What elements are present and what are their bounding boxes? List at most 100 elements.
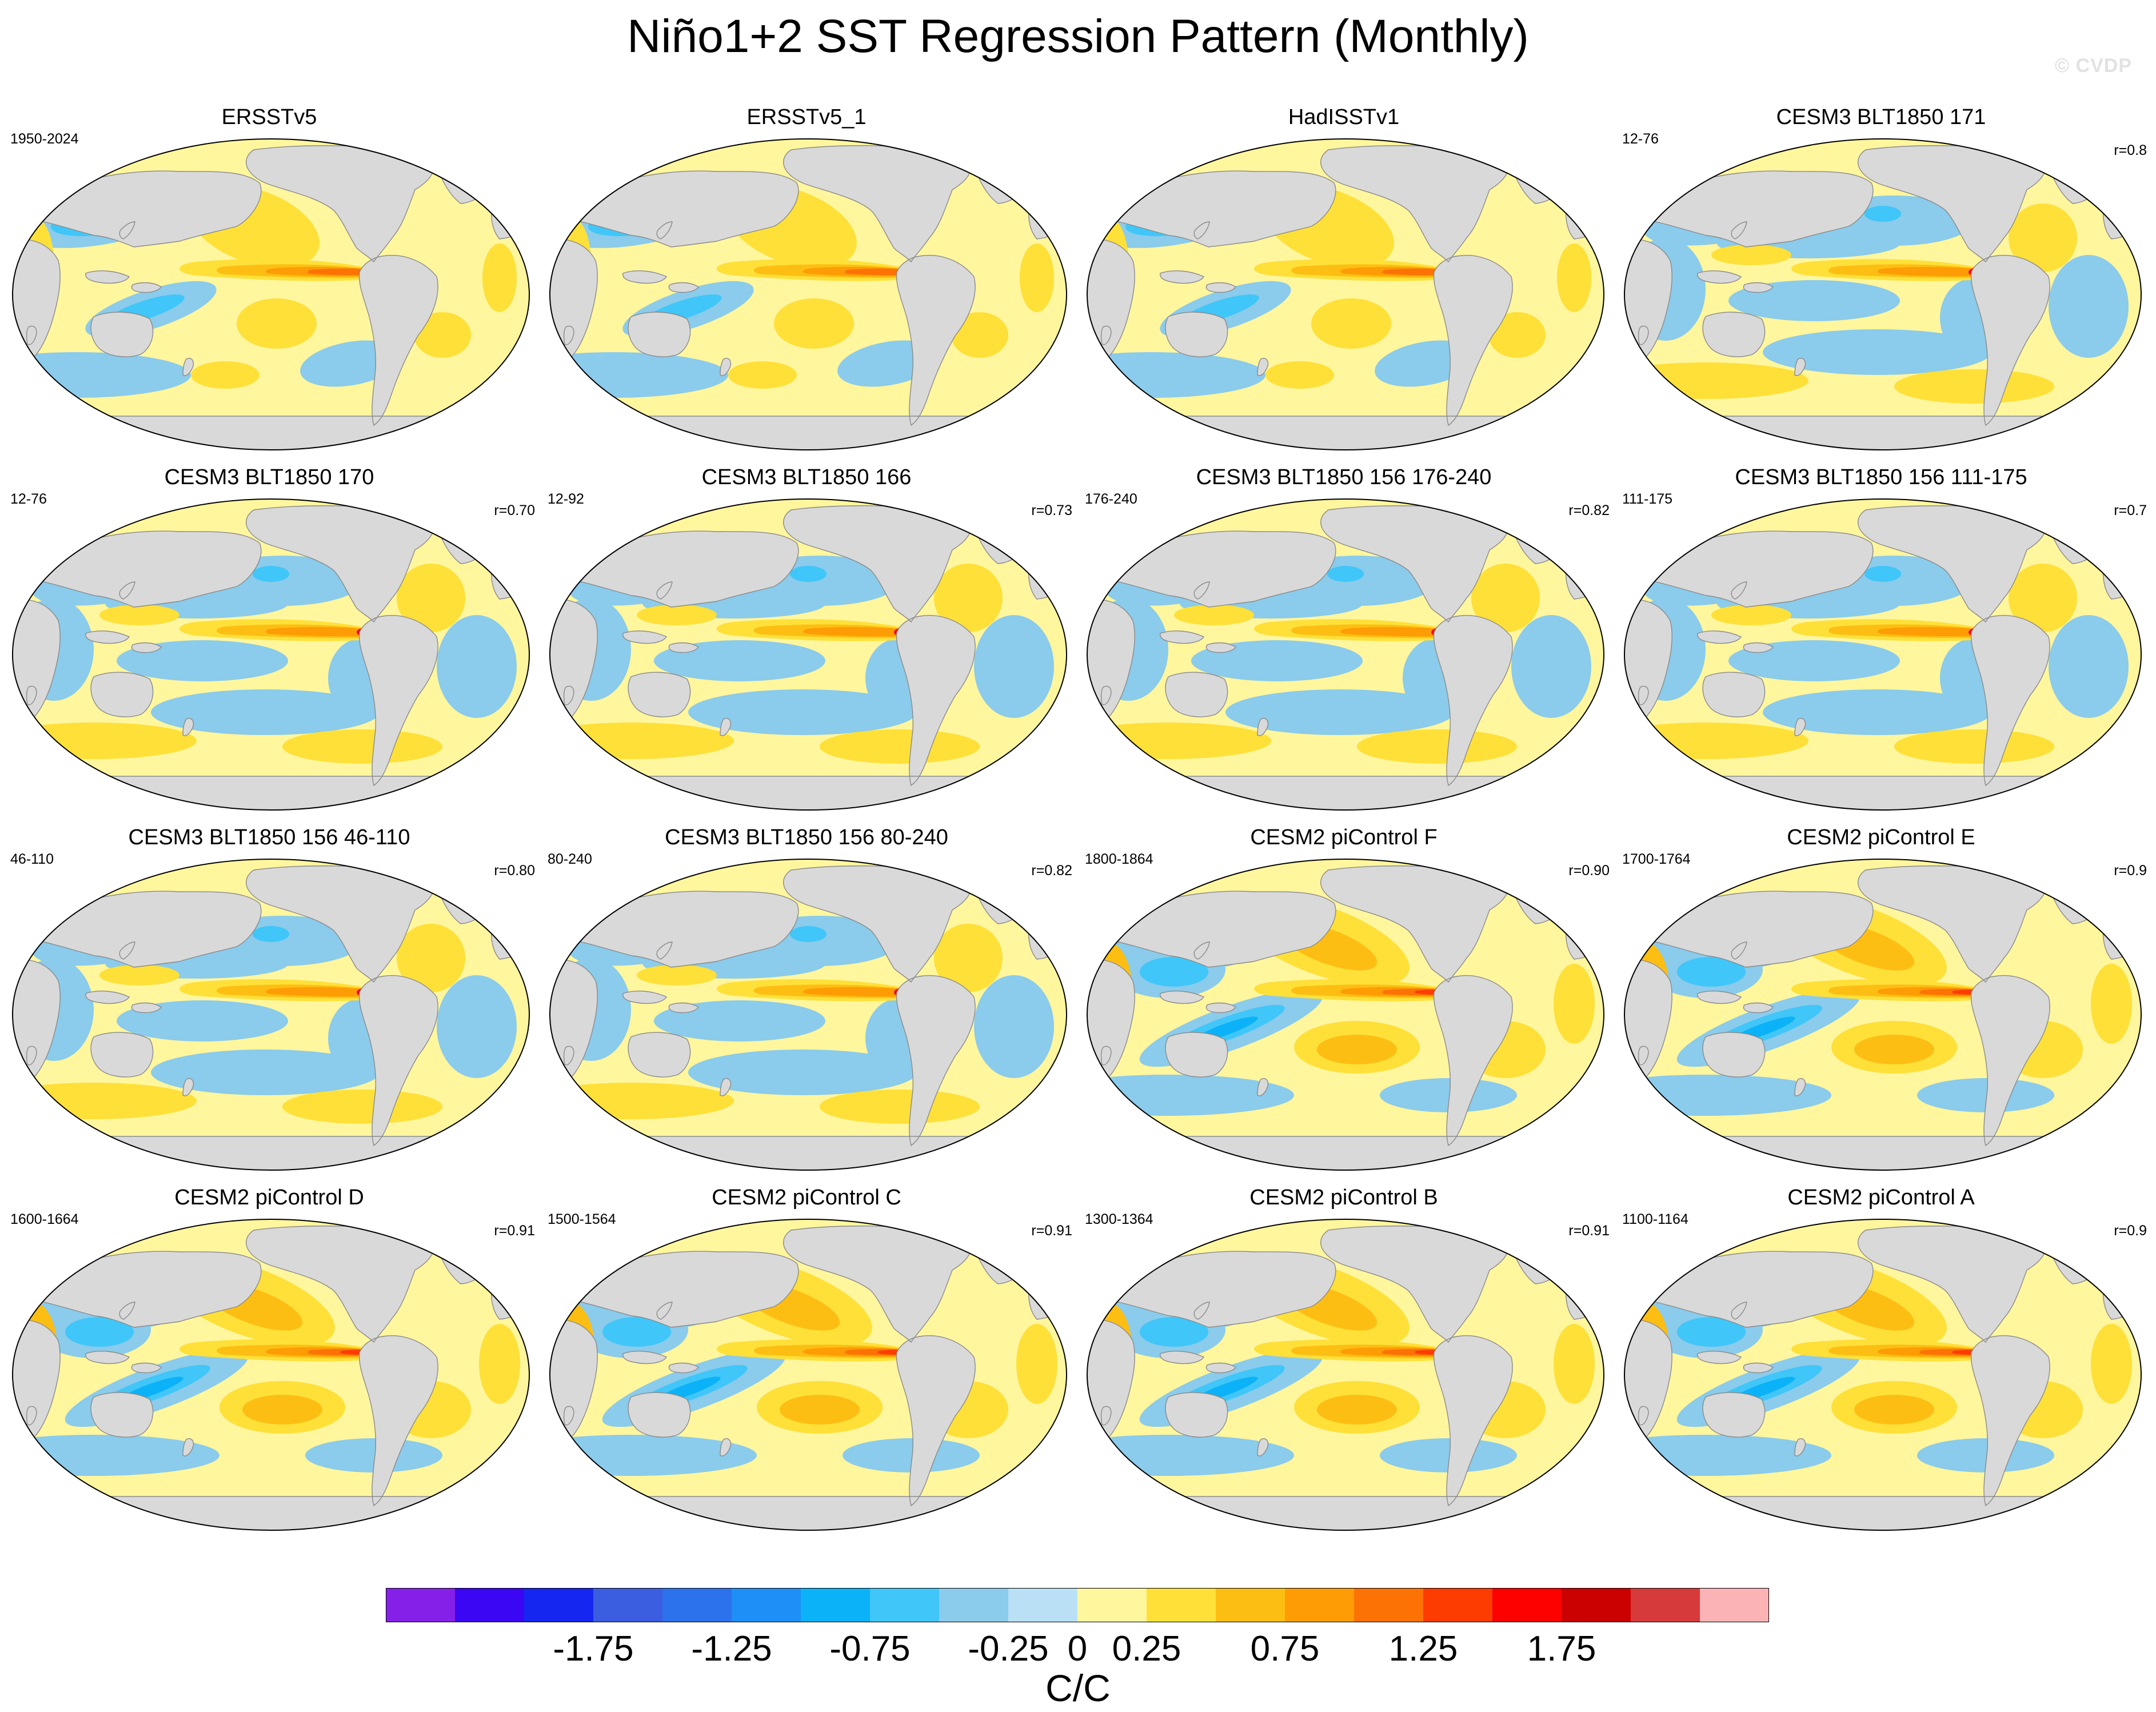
panel-period: 1100-1164: [1622, 1211, 1688, 1227]
sst-regression-map: [1087, 498, 1604, 811]
anomaly-contour: [1917, 1078, 2054, 1112]
panel-title: CESM2 piControl E: [1787, 825, 1975, 849]
anomaly-contour: [253, 566, 289, 582]
sst-regression-map: [1087, 138, 1604, 450]
colorbar-swatch: [939, 1588, 1009, 1622]
panel-period: 12-92: [548, 491, 584, 507]
colorbar-swatch: [1492, 1588, 1562, 1622]
colorbar-frame: [386, 1588, 1769, 1622]
colorbar-swatch: [524, 1588, 594, 1622]
panel-title: CESM2 piControl F: [1250, 825, 1438, 849]
anomaly-contour: [2091, 964, 2132, 1044]
sst-regression-map: [12, 138, 530, 450]
panel-title: CESM2 piControl B: [1249, 1186, 1438, 1210]
panel-period: 1950-2024: [10, 131, 79, 147]
colorbar-tick-label: 0: [1067, 1629, 1088, 1669]
anomaly-contour: [2009, 564, 2077, 632]
anomaly-contour: [237, 298, 317, 349]
anomaly-contour: [117, 640, 288, 681]
anomaly-contour: [1311, 298, 1391, 349]
anomaly-contour: [1191, 640, 1363, 681]
globe-outline: [549, 859, 1067, 1171]
anomaly-contour: [790, 926, 827, 942]
sst-regression-map: [549, 138, 1067, 450]
anomaly-contour: [1894, 369, 2054, 404]
sst-regression-map: [1087, 859, 1604, 1171]
anomaly-contour: [774, 298, 854, 349]
colorbar-tick-label: 1.25: [1388, 1629, 1458, 1669]
panel-period: 176-240: [1085, 491, 1137, 507]
anomaly-contour: [1511, 615, 1591, 718]
anomaly-contour: [820, 729, 980, 764]
colorbar: [386, 1588, 1769, 1622]
anomaly-contour: [820, 1090, 980, 1124]
map-panel: CESM3 BLT1850 156 176-240 176-240 r=0.82: [1075, 452, 1613, 816]
panel-period: 111-175: [1622, 491, 1673, 507]
anomaly-contour: [253, 926, 289, 942]
anomaly-contour: [1728, 640, 1900, 681]
panel-title: CESM2 piControl A: [1787, 1186, 1975, 1210]
colorbar-swatch: [801, 1588, 871, 1622]
panel-period: 1800-1864: [1085, 851, 1153, 867]
colorbar-swatch: [1700, 1588, 1769, 1622]
anomaly-contour: [1225, 689, 1454, 735]
map-panel: CESM2 piControl A 1100-1164 r=0.9: [1612, 1172, 2150, 1537]
anomaly-contour: [790, 566, 827, 582]
map-panel: CESM2 piControl C 1500-1564 r=0.91: [537, 1172, 1076, 1537]
colorbar-swatch: [1077, 1588, 1147, 1622]
anomaly-contour: [1317, 1035, 1397, 1064]
map-panel: CESM3 BLT1850 166 12-92 r=0.73: [537, 452, 1076, 816]
anomaly-contour: [934, 924, 1003, 992]
panel-title: CESM2 piControl C: [712, 1186, 901, 1210]
watermark: © CVDP: [2055, 55, 2132, 77]
panel-title: CESM3 BLT1850 156 80-240: [665, 825, 948, 849]
anomaly-contour: [780, 1395, 860, 1424]
panel-correlation: r=0.91: [1031, 1223, 1072, 1239]
panel-correlation: r=0.7: [2114, 502, 2147, 518]
anomaly-contour: [1174, 605, 1254, 625]
colorbar-swatch: [1423, 1588, 1493, 1622]
anomaly-contour: [2049, 255, 2129, 358]
sst-regression-map: [1624, 1219, 2142, 1531]
anomaly-contour: [1554, 964, 1595, 1044]
colorbar-tick-label: -0.75: [829, 1629, 911, 1669]
anomaly-contour: [1763, 329, 1991, 375]
colorbar-swatch: [662, 1588, 732, 1622]
anomaly-contour: [482, 244, 517, 312]
panel-correlation: r=0.80: [494, 863, 535, 879]
panel-correlation: r=0.82: [1031, 863, 1072, 879]
globe-outline: [1624, 859, 2142, 1171]
map-panel: ERSSTv5 1950-2024: [0, 91, 538, 456]
globe-outline: [1624, 498, 2142, 811]
panel-title: CESM3 BLT1850 166: [701, 465, 912, 489]
panel-period: 80-240: [548, 851, 592, 867]
anomaly-contour: [637, 605, 717, 625]
panel-correlation: r=0.82: [1568, 502, 1610, 518]
panel-correlation: r=0.91: [1568, 1223, 1610, 1239]
anomaly-contour: [974, 615, 1054, 718]
panel-title: ERSSTv5_1: [746, 105, 867, 129]
map-panel: CESM3 BLT1850 156 111-175 111-175 r=0.7: [1612, 452, 2150, 816]
anomaly-contour: [1557, 244, 1591, 312]
anomaly-contour: [2009, 203, 2077, 272]
anomaly-contour: [803, 627, 923, 637]
colorbar-tick-label: 0.75: [1250, 1629, 1320, 1669]
panel-title: HadISSTv1: [1288, 105, 1400, 129]
colorbar-tick-label: -0.25: [968, 1629, 1049, 1669]
anomaly-contour: [1554, 1324, 1595, 1404]
panel-period: 1600-1664: [10, 1211, 79, 1227]
anomaly-contour: [437, 615, 517, 718]
anomaly-contour: [1894, 729, 2054, 764]
anomaly-contour: [1711, 605, 1791, 625]
panel-period: 1500-1564: [548, 1211, 616, 1227]
panel-title: CESM3 BLT1850 171: [1776, 105, 1986, 129]
colorbar-swatch: [1631, 1588, 1700, 1622]
anomaly-contour: [637, 965, 717, 985]
anomaly-contour: [117, 1000, 288, 1041]
anomaly-contour: [437, 975, 517, 1078]
panel-correlation: r=0.9: [2114, 863, 2147, 879]
colorbar-swatch: [1285, 1588, 1355, 1622]
anomaly-contour: [1864, 566, 1901, 582]
panel-period: 46-110: [10, 851, 54, 867]
anomaly-contour: [2049, 615, 2129, 718]
